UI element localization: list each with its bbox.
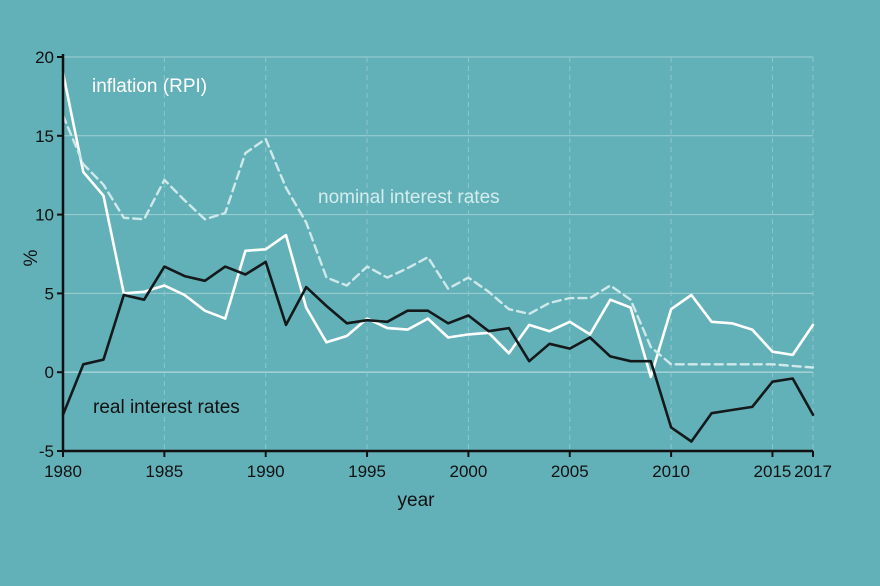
series-line-1 — [61, 114, 815, 369]
series-lines — [61, 71, 815, 443]
x-tick-label: 2015 — [754, 462, 792, 481]
tick-labels: -5 0 5 10 15 20 1980 1985 1990 1995 2000 2005 2010 20… — [35, 48, 832, 481]
y-axis-title: % — [21, 249, 42, 266]
x-tick-label: 2000 — [449, 462, 487, 481]
x-tick-label: 2010 — [652, 462, 690, 481]
series-line-0 — [61, 71, 815, 379]
x-tick-label: 1985 — [145, 462, 183, 481]
series-label-real: real interest rates — [93, 397, 240, 418]
x-tick-label: 1990 — [247, 462, 285, 481]
y-tick-label: 15 — [35, 127, 54, 146]
y-tick-label: -5 — [39, 442, 54, 461]
x-axis-title: year — [398, 490, 436, 511]
series-label-inflation: inflation (RPI) — [92, 76, 207, 97]
y-tick-label: 5 — [45, 284, 54, 303]
x-tick-label: 1980 — [44, 462, 82, 481]
axes — [57, 54, 814, 457]
x-tick-label: 2005 — [551, 462, 589, 481]
grid — [63, 56, 814, 451]
series-label-nominal: nominal interest rates — [318, 187, 500, 208]
y-tick-label: 20 — [35, 48, 54, 67]
x-tick-label: 2017 — [794, 462, 832, 481]
y-tick-label: 0 — [45, 363, 54, 382]
series-line-2 — [61, 260, 815, 443]
y-tick-label: 10 — [35, 206, 54, 225]
x-tick-label: 1995 — [348, 462, 386, 481]
